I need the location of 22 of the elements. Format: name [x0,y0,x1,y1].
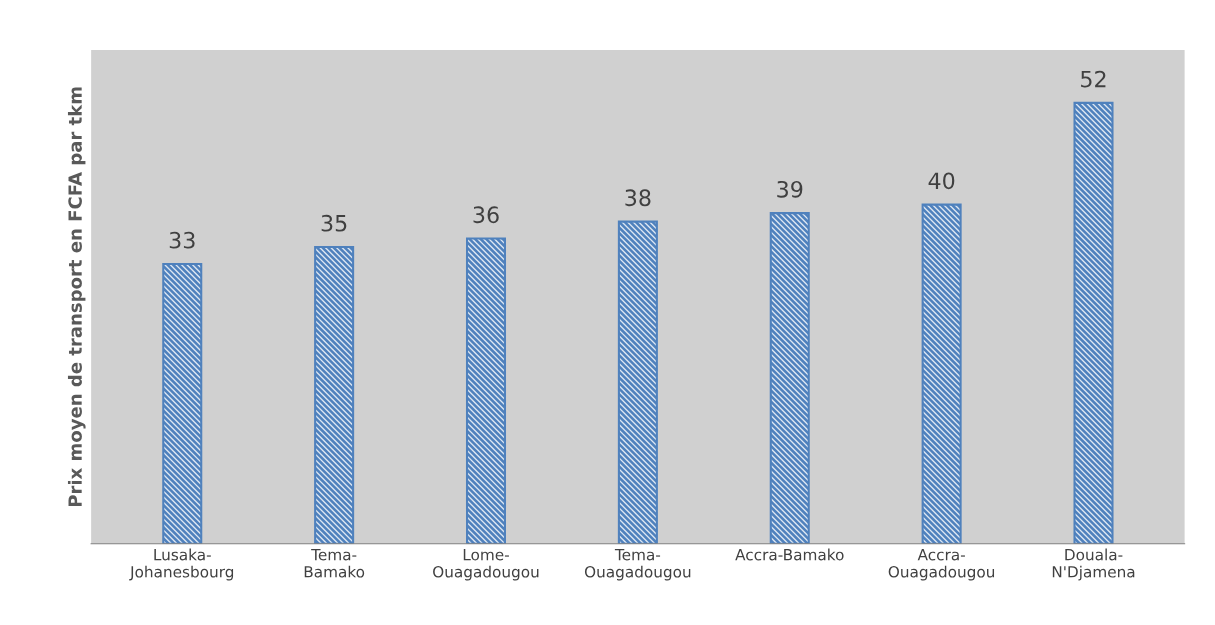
bar [314,245,355,544]
data-label: 35 [321,214,347,232]
data-label: 33 [169,231,195,249]
x-tick-label: Tema- Ouagadougou [584,549,691,581]
x-tick-label: Accra- Ouagadougou [888,549,995,581]
data-label: 38 [625,189,651,207]
x-tick-label: Tema- Bamako [304,549,365,578]
x-tick-label: Douala- N'Djamena [1052,548,1135,581]
bar [1073,101,1114,544]
bar [921,203,962,544]
x-tick-label: Lome- Ouagadougou [433,549,539,581]
bar [162,262,203,544]
bar [617,220,658,544]
data-label: 39 [777,180,803,198]
data-label: 52 [1081,70,1106,88]
x-tick-label: Lusaka- Johanesbourg [129,548,234,581]
bar [769,212,810,544]
data-label: 36 [473,206,499,224]
bar [465,237,507,544]
y-axis-title: Prix moyen de transport en FCFA par tkm [67,87,86,507]
x-tick-label: Accra-Bamako [735,548,844,561]
data-label: 40 [928,172,955,190]
